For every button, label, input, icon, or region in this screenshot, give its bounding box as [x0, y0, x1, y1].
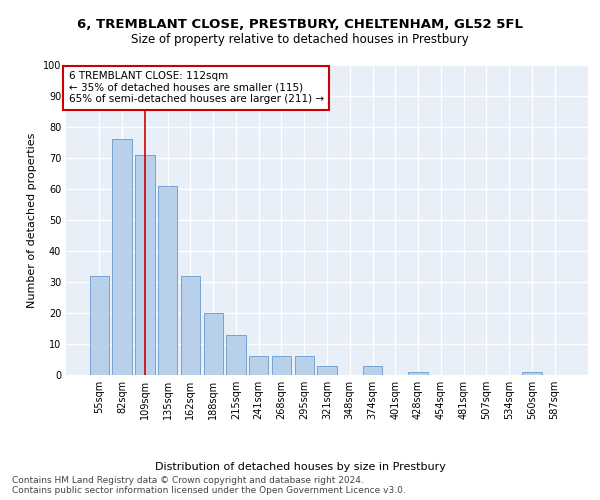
Bar [249, 356, 268, 375]
Bar [90, 276, 109, 375]
Text: Distribution of detached houses by size in Prestbury: Distribution of detached houses by size … [155, 462, 445, 472]
Bar [181, 276, 200, 375]
Text: Size of property relative to detached houses in Prestbury: Size of property relative to detached ho… [131, 32, 469, 46]
Bar [522, 372, 542, 375]
Bar [203, 313, 223, 375]
Bar [226, 334, 245, 375]
Text: 6 TREMBLANT CLOSE: 112sqm
← 35% of detached houses are smaller (115)
65% of semi: 6 TREMBLANT CLOSE: 112sqm ← 35% of detac… [68, 71, 324, 104]
Bar [135, 155, 155, 375]
Bar [409, 372, 428, 375]
Text: 6, TREMBLANT CLOSE, PRESTBURY, CHELTENHAM, GL52 5FL: 6, TREMBLANT CLOSE, PRESTBURY, CHELTENHA… [77, 18, 523, 30]
Text: Contains HM Land Registry data © Crown copyright and database right 2024.
Contai: Contains HM Land Registry data © Crown c… [12, 476, 406, 495]
Bar [272, 356, 291, 375]
Bar [112, 140, 132, 375]
Bar [158, 186, 178, 375]
Y-axis label: Number of detached properties: Number of detached properties [27, 132, 37, 308]
Bar [363, 366, 382, 375]
Bar [295, 356, 314, 375]
Bar [317, 366, 337, 375]
